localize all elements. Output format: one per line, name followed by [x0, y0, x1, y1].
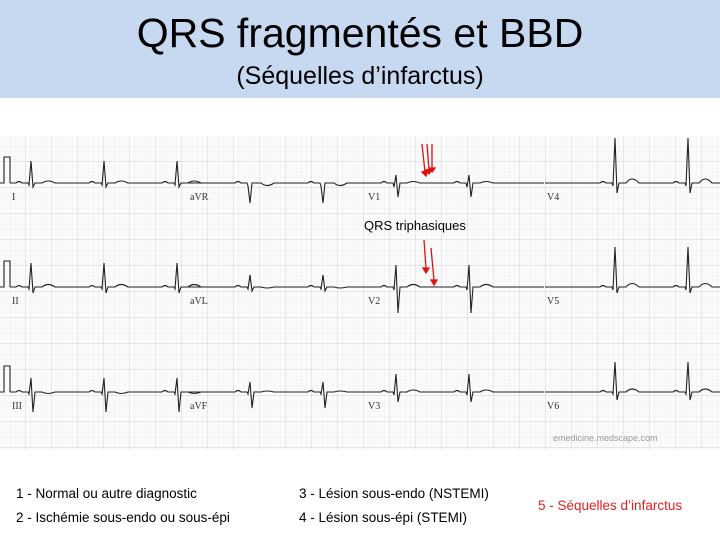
calibration: [0, 156, 11, 184]
lead-label: V1: [368, 192, 380, 203]
ecg-trace: [366, 373, 544, 403]
ecg-trace: [10, 160, 204, 190]
lead-label: aVF: [190, 401, 208, 412]
ecg-grid: [0, 136, 720, 450]
ecg-trace: [10, 262, 203, 294]
lead-label: V4: [547, 192, 559, 203]
lead-label: aVL: [190, 296, 208, 307]
lead-label: V6: [547, 401, 559, 412]
ecg-trace: [545, 137, 720, 194]
annotation: QRS triphasiques: [364, 218, 466, 233]
calibration: [0, 365, 11, 393]
title: QRS fragmentés et BBD: [136, 10, 584, 56]
lead-label: V2: [368, 296, 380, 307]
ecg-strip: QRS triphasiques emedicine.medscape.com …: [0, 136, 720, 450]
legend-item: 4 - Lésion sous-épi (STEMI): [299, 510, 468, 525]
ecg-trace: [10, 377, 202, 413]
legend-item: 2 - Ischémie sous-endo ou sous-épi: [16, 510, 230, 525]
ecg-trace: [188, 381, 366, 409]
ecg-traces: [0, 137, 720, 413]
ecg-trace: [545, 361, 720, 401]
subtitle: (Séquelles d’infarctus): [236, 62, 484, 90]
legend-item: 3 - Lésion sous-endo (NSTEMI): [299, 486, 489, 501]
lead-label: II: [12, 296, 19, 307]
ecg-trace: [188, 274, 366, 293]
ecg-trace: [366, 264, 544, 314]
lead-label: aVR: [190, 192, 209, 203]
ecg-trace: [366, 174, 544, 198]
legend-item: 5 - Séquelles d’infarctus: [538, 498, 683, 513]
ecg-trace: [188, 180, 366, 204]
legend-item: 1 - Normal ou autre diagnostic: [16, 486, 197, 501]
arrows: [420, 143, 439, 287]
ecg-trace: [545, 246, 720, 294]
title-band: [0, 0, 720, 98]
lead-label: I: [12, 192, 15, 203]
watermark: emedicine.medscape.com: [553, 433, 658, 443]
lead-label: V5: [547, 296, 559, 307]
lead-label: III: [12, 401, 22, 412]
lead-label: V3: [368, 401, 380, 412]
calibration: [0, 260, 11, 288]
